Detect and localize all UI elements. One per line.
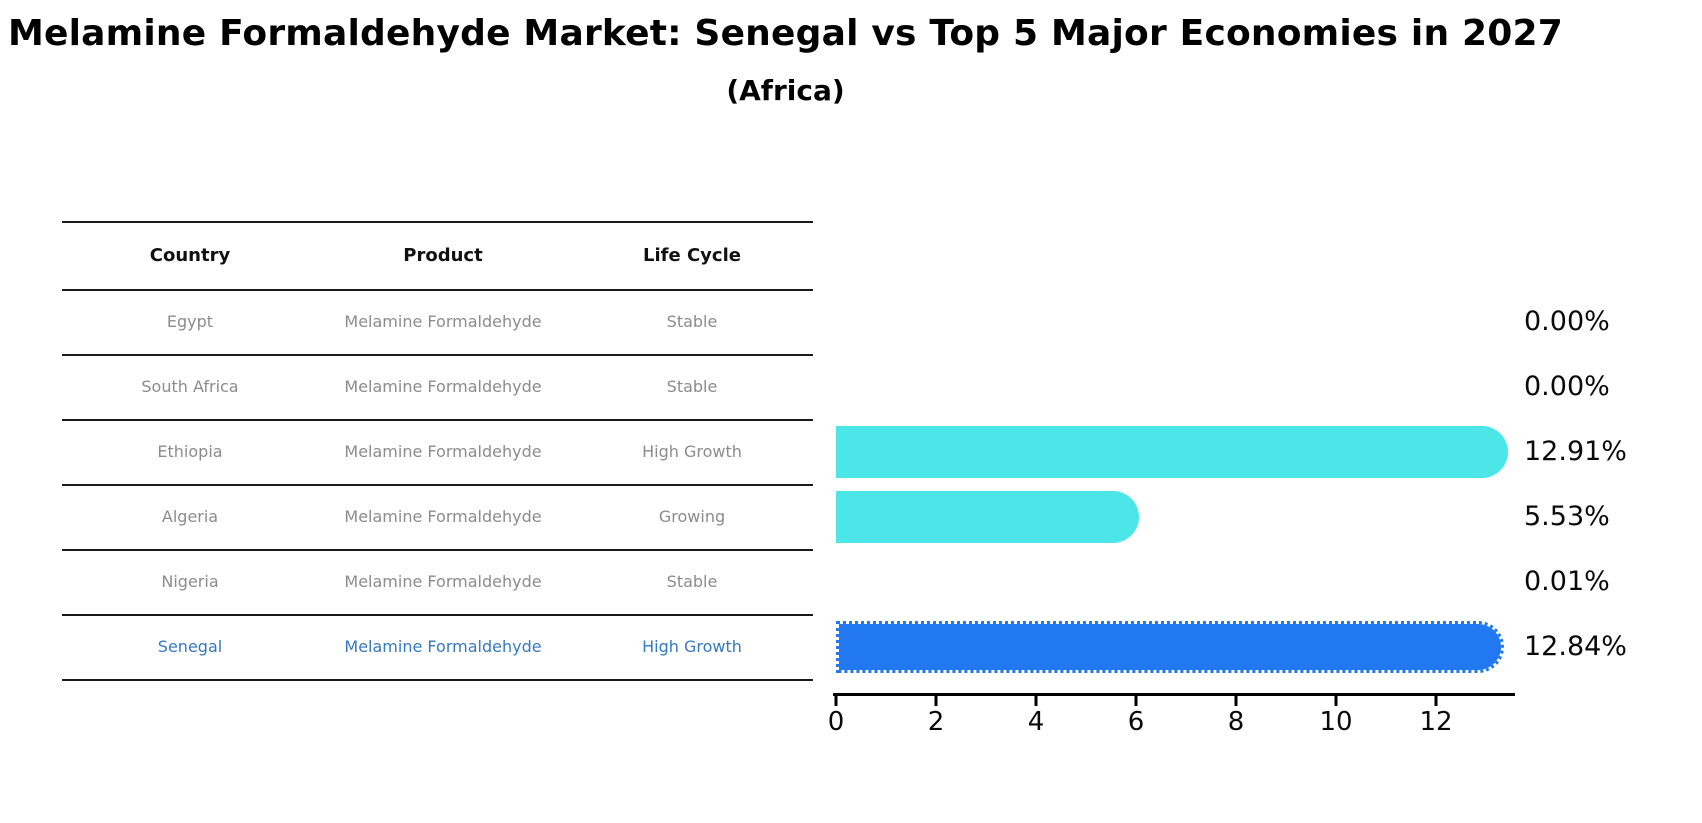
country-cell: Egypt — [166, 312, 214, 331]
x-axis-tick — [1134, 696, 1138, 706]
table-rule — [62, 679, 813, 681]
value-label: 0.01% — [1524, 566, 1610, 597]
product-cell: Melamine Formaldehyde — [344, 572, 542, 591]
value-label: 12.84% — [1524, 631, 1627, 662]
country-cell: Nigeria — [161, 572, 219, 591]
bar-ethiopia — [836, 426, 1508, 478]
bar-senegal — [836, 621, 1504, 673]
x-axis-tick-label: 8 — [1227, 707, 1245, 737]
value-label: 12.91% — [1524, 436, 1627, 467]
column-header-lifecycle: Life Cycle — [643, 245, 741, 266]
page-title: Melamine Formaldehyde Market: Senegal vs… — [7, 13, 1564, 54]
lifecycle-cell: High Growth — [642, 442, 742, 461]
lifecycle-cell: Stable — [666, 312, 718, 331]
country-cell-senegal: Senegal — [157, 637, 223, 656]
bar-algeria — [836, 491, 1139, 543]
x-axis — [833, 693, 1515, 696]
lifecycle-cell-senegal: High Growth — [642, 637, 742, 656]
table-rule — [62, 549, 813, 551]
product-cell: Melamine Formaldehyde — [344, 377, 542, 396]
x-axis-tick-label: 6 — [1127, 707, 1145, 737]
country-cell: Algeria — [161, 507, 219, 526]
x-axis-tick — [1434, 696, 1438, 706]
country-cell: Ethiopia — [157, 442, 223, 461]
product-cell: Melamine Formaldehyde — [344, 507, 542, 526]
product-cell: Melamine Formaldehyde — [344, 312, 542, 331]
product-cell: Melamine Formaldehyde — [344, 442, 542, 461]
x-axis-tick-label: 12 — [1419, 707, 1453, 737]
lifecycle-cell: Stable — [666, 377, 718, 396]
x-axis-tick-label: 2 — [927, 707, 945, 737]
lifecycle-cell: Stable — [666, 572, 718, 591]
table-rule — [62, 614, 813, 616]
table-rule — [62, 419, 813, 421]
x-axis-tick-label: 4 — [1027, 707, 1045, 737]
table-rule — [62, 354, 813, 356]
x-axis-tick — [1334, 696, 1338, 706]
table-rule — [62, 289, 813, 291]
product-cell-senegal: Melamine Formaldehyde — [344, 637, 542, 656]
x-axis-tick — [1234, 696, 1238, 706]
value-label: 0.00% — [1524, 371, 1610, 402]
x-axis-tick — [1034, 696, 1038, 706]
table-rule — [62, 484, 813, 486]
value-label: 0.00% — [1524, 306, 1610, 337]
country-cell: South Africa — [141, 377, 239, 396]
table-rule — [62, 221, 813, 223]
x-axis-tick-label: 10 — [1319, 707, 1353, 737]
column-header-country: Country — [149, 245, 231, 266]
x-axis-tick-label: 0 — [827, 707, 845, 737]
x-axis-tick — [834, 696, 838, 706]
x-axis-tick — [934, 696, 938, 706]
column-header-product: Product — [403, 245, 483, 266]
value-label: 5.53% — [1524, 501, 1610, 532]
lifecycle-cell: Growing — [658, 507, 726, 526]
page-subtitle: (Africa) — [726, 74, 845, 107]
